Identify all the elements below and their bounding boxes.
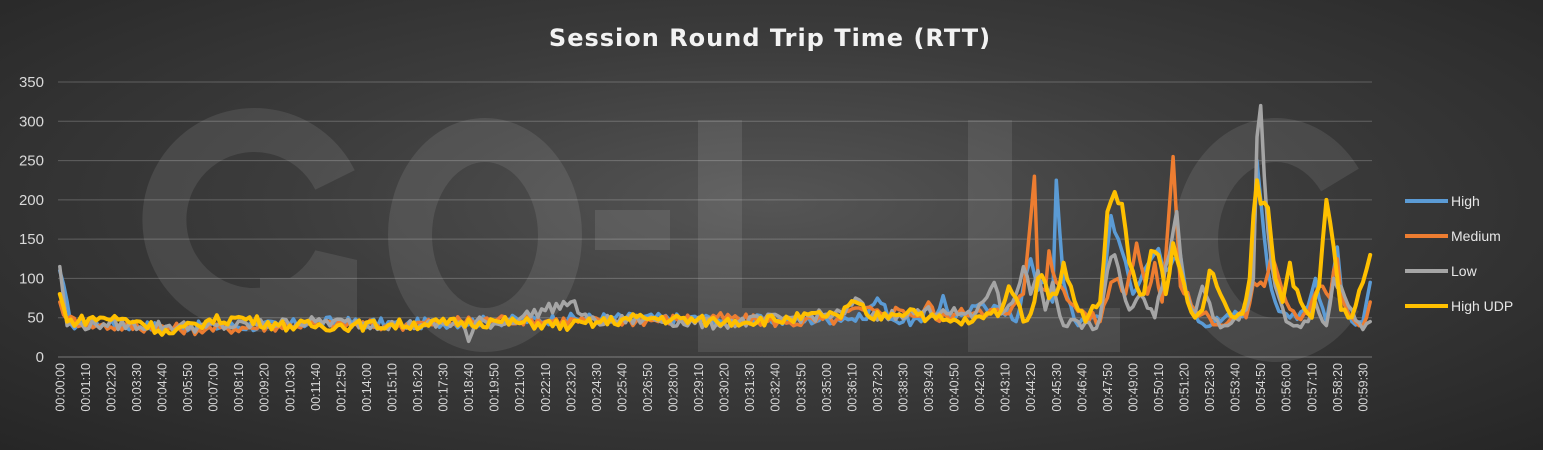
gridlines: [58, 81, 1372, 358]
x-tick-label: 00:15:10: [385, 363, 399, 412]
x-tick-label: 00:52:30: [1203, 363, 1217, 412]
x-tick-label: 00:03:30: [130, 363, 144, 412]
x-tick-label: 00:01:10: [79, 363, 93, 412]
x-tick-label: 00:25:40: [615, 363, 629, 412]
legend-label: Medium: [1451, 228, 1501, 244]
x-tick-label: 00:07:00: [207, 363, 221, 412]
x-tick-label: 00:02:20: [104, 363, 118, 412]
y-tick-label: 150: [19, 231, 44, 248]
x-tick-label: 00:17:30: [437, 363, 451, 412]
x-tick-label: 00:22:10: [539, 363, 553, 412]
x-tick-label: 00:58:20: [1331, 363, 1345, 412]
x-tick-label: 00:29:10: [692, 363, 706, 412]
x-tick-label: 00:26:50: [641, 363, 655, 412]
x-tick-label: 00:53:40: [1229, 363, 1243, 412]
x-tick-label: 00:38:30: [896, 363, 910, 412]
y-tick-label: 200: [19, 192, 44, 209]
y-axis-ticks: 0 50 100 150 200 250 300 350: [19, 74, 44, 366]
x-tick-label: 00:42:00: [973, 363, 987, 412]
x-tick-label: 00:43:10: [999, 363, 1013, 412]
x-tick-label: 00:18:40: [462, 363, 476, 412]
x-tick-label: 00:47:50: [1101, 363, 1115, 412]
x-tick-label: 00:36:10: [845, 363, 859, 412]
legend-label: Low: [1451, 263, 1478, 279]
x-tick-label: 00:33:50: [794, 363, 808, 412]
x-tick-label: 00:40:50: [948, 363, 962, 412]
legend-label: High: [1451, 193, 1480, 209]
y-tick-label: 50: [27, 310, 44, 327]
x-tick-label: 00:04:40: [156, 363, 170, 412]
chart-title: Session Round Trip Time (RTT): [549, 24, 991, 52]
x-tick-label: 00:24:30: [590, 363, 604, 412]
y-tick-label: 250: [19, 153, 44, 170]
y-tick-label: 300: [19, 113, 44, 130]
x-tick-label: 00:46:40: [1075, 363, 1089, 412]
series-lines: [57, 103, 1373, 344]
x-tick-label: 00:39:40: [922, 363, 936, 412]
x-tick-label: 00:50:10: [1152, 363, 1166, 412]
x-tick-label: 00:23:20: [564, 363, 578, 412]
x-tick-label: 00:19:50: [488, 363, 502, 412]
x-tick-label: 00:59:30: [1356, 363, 1370, 412]
x-tick-label: 00:21:00: [513, 363, 527, 412]
y-tick-label: 100: [19, 270, 44, 287]
legend-label: High UDP: [1451, 298, 1513, 314]
x-tick-label: 00:28:00: [667, 363, 681, 412]
x-tick-label: 00:37:20: [871, 363, 885, 412]
x-tick-label: 00:00:00: [53, 363, 67, 412]
y-tick-label: 0: [36, 349, 44, 366]
watermark-logo: [142, 108, 1359, 362]
x-tick-label: 00:32:40: [769, 363, 783, 412]
x-tick-label: 00:10:30: [283, 363, 297, 412]
x-tick-label: 00:12:50: [334, 363, 348, 412]
x-tick-label: 00:16:20: [411, 363, 425, 412]
x-tick-label: 00:51:20: [1178, 363, 1192, 412]
series-line-high-udp: [57, 178, 1373, 337]
x-tick-label: 00:30:20: [718, 363, 732, 412]
x-tick-label: 00:44:20: [1024, 363, 1038, 412]
x-tick-label: 00:35:00: [820, 363, 834, 412]
x-tick-label: 00:05:50: [181, 363, 195, 412]
y-tick-label: 350: [19, 74, 44, 91]
x-tick-label: 00:49:00: [1126, 363, 1140, 412]
x-tick-label: 00:09:20: [258, 363, 272, 412]
x-tick-label: 00:08:10: [232, 363, 246, 412]
x-tick-label: 00:14:00: [360, 363, 374, 412]
x-tick-label: 00:45:30: [1050, 363, 1064, 412]
x-tick-label: 00:57:10: [1305, 363, 1319, 412]
legend: High Medium Low High UDP: [1405, 193, 1513, 314]
x-tick-label: 00:11:40: [309, 363, 323, 411]
x-tick-label: 00:56:00: [1280, 363, 1294, 412]
x-tick-label: 00:31:30: [743, 363, 757, 412]
x-axis-ticks: 00:00:00 00:01:10 00:02:20 00:03:30 00:04:40…: [53, 363, 1370, 412]
x-tick-label: 00:54:50: [1254, 363, 1268, 412]
